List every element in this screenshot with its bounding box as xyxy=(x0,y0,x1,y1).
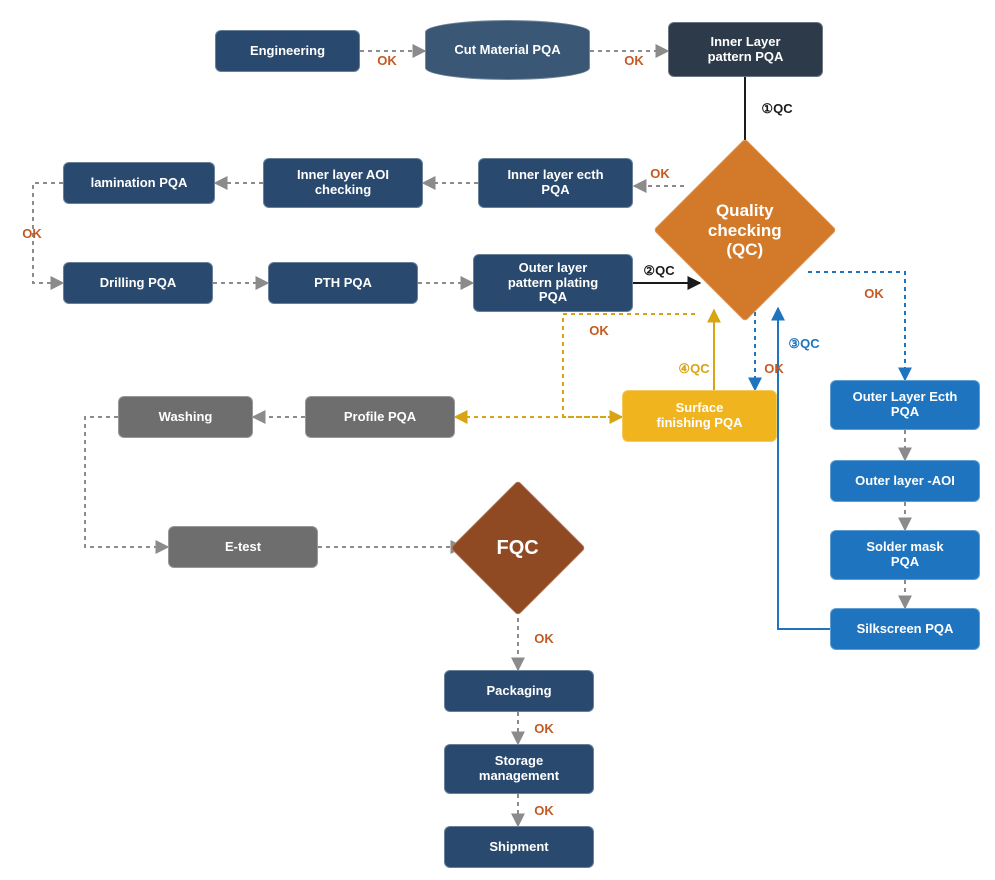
edge-label: OK xyxy=(850,287,898,300)
node-outerpat: Outer layerpattern platingPQA xyxy=(473,254,633,312)
edge xyxy=(778,308,830,629)
flowchart-canvas: Engineering Cut Material PQA Inner Layerpa… xyxy=(0,0,995,880)
node-qc: Qualitychecking(QC) xyxy=(653,138,837,322)
node-solder: Solder maskPQA xyxy=(830,530,980,580)
node-outeraoi: Outer layer -AOI xyxy=(830,460,980,502)
node-engineering: Engineering xyxy=(215,30,360,72)
node-outeretch: Outer Layer EcthPQA xyxy=(830,380,980,430)
edge-label: ①QC xyxy=(753,102,801,115)
node-fqc: FQC xyxy=(450,480,586,616)
edge-label: ③QC xyxy=(780,337,828,350)
node-drilling: Drilling PQA xyxy=(63,262,213,304)
node-innerpat: Inner Layerpattern PQA xyxy=(668,22,823,77)
node-label: Qualitychecking(QC) xyxy=(687,201,803,260)
node-packaging: Packaging xyxy=(444,670,594,712)
edge-label: OK xyxy=(610,54,658,67)
edge-label: OK xyxy=(520,722,568,735)
node-label: FQC xyxy=(477,537,559,560)
node-profile: Profile PQA xyxy=(305,396,455,438)
edge-label: OK xyxy=(520,632,568,645)
node-cutmat: Cut Material PQA xyxy=(425,20,590,80)
edge-label: OK xyxy=(8,227,56,240)
node-lamination: lamination PQA xyxy=(63,162,215,204)
edge-label: ②QC xyxy=(635,264,683,277)
edge-label: OK xyxy=(636,167,684,180)
node-storage: Storagemanagement xyxy=(444,744,594,794)
edge-label: OK xyxy=(520,804,568,817)
edge-label: OK xyxy=(363,54,411,67)
node-washing: Washing xyxy=(118,396,253,438)
node-inneretch: Inner layer ecthPQA xyxy=(478,158,633,208)
node-inneraoi: Inner layer AOIchecking xyxy=(263,158,423,208)
node-surface: Surfacefinishing PQA xyxy=(622,390,777,442)
node-pth: PTH PQA xyxy=(268,262,418,304)
node-etest: E-test xyxy=(168,526,318,568)
edge-label: OK xyxy=(575,324,623,337)
edge-label: ④QC xyxy=(670,362,718,375)
node-shipment: Shipment xyxy=(444,826,594,868)
edge-label: OK xyxy=(750,362,798,375)
node-silk: Silkscreen PQA xyxy=(830,608,980,650)
